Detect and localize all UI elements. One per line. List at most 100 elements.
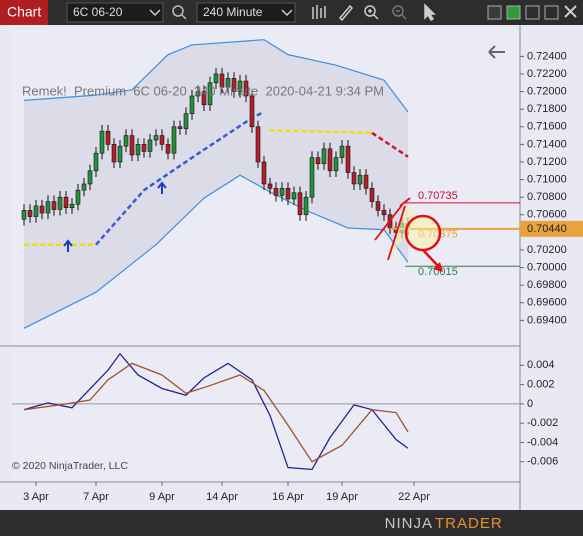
candle-body bbox=[87, 170, 93, 185]
tab-label: Chart bbox=[7, 4, 41, 20]
candle-body bbox=[33, 205, 39, 217]
y-tick-label: 0.69600 bbox=[527, 297, 567, 309]
window-button[interactable] bbox=[544, 5, 559, 20]
candle-body bbox=[339, 145, 345, 158]
x-tick-label: 22 Apr bbox=[398, 491, 430, 503]
candle-body bbox=[225, 78, 231, 88]
candle-body bbox=[201, 91, 207, 106]
candle-body bbox=[321, 148, 327, 165]
candle-body bbox=[357, 174, 363, 185]
candle-body bbox=[123, 135, 129, 147]
candle-body bbox=[117, 145, 123, 163]
search-icon-handle bbox=[181, 14, 187, 20]
candle-body bbox=[39, 205, 45, 214]
candle-body bbox=[261, 161, 267, 185]
candle-body bbox=[327, 148, 333, 172]
candle-body bbox=[189, 95, 195, 114]
interval-select[interactable] bbox=[196, 2, 296, 23]
indicator-line bbox=[23, 362, 409, 463]
x-tick-label: 19 Apr bbox=[326, 491, 358, 503]
candle-body bbox=[93, 152, 99, 172]
candle-body bbox=[111, 144, 117, 163]
x-tick-label: 7 Apr bbox=[83, 491, 109, 503]
candle-body bbox=[81, 183, 87, 191]
candle-body bbox=[309, 157, 315, 198]
back-arrow[interactable] bbox=[488, 45, 505, 59]
x-tick-label: 9 Apr bbox=[149, 491, 175, 503]
candle-body bbox=[135, 144, 141, 156]
y-tick-label: 0.72200 bbox=[527, 68, 567, 80]
level-label: 0.70735 bbox=[418, 190, 458, 202]
candle-body bbox=[375, 201, 381, 211]
candle-body bbox=[183, 113, 189, 129]
candle-body bbox=[363, 174, 369, 189]
candle-body bbox=[291, 192, 297, 200]
candle-body bbox=[273, 188, 279, 196]
candle-body bbox=[195, 91, 201, 97]
candle-body bbox=[141, 144, 147, 152]
y-tick-label: 0 bbox=[527, 398, 533, 410]
close-button[interactable] bbox=[564, 5, 577, 18]
y-tick-label: 0.70000 bbox=[527, 261, 567, 273]
candle-body bbox=[231, 78, 237, 92]
interval-label: 240 Minute bbox=[203, 5, 263, 19]
candle-body bbox=[105, 130, 111, 145]
window-button[interactable] bbox=[506, 5, 521, 20]
y-tick-label: 0.70600 bbox=[527, 209, 567, 221]
band-fill bbox=[24, 39, 408, 329]
chart-tab[interactable] bbox=[0, 0, 48, 25]
brand-ninja: NINJA bbox=[385, 515, 433, 532]
candle-body bbox=[345, 145, 351, 173]
candle-body bbox=[303, 196, 309, 216]
caret bbox=[149, 9, 161, 17]
candle-body bbox=[69, 203, 75, 209]
x-tick-label: 16 Apr bbox=[272, 491, 304, 503]
tool-icons[interactable] bbox=[312, 3, 436, 22]
candle-body bbox=[171, 126, 177, 154]
candle-body bbox=[21, 210, 27, 220]
candle-body bbox=[285, 188, 291, 200]
candle-body bbox=[177, 126, 183, 129]
candle-body bbox=[165, 144, 171, 154]
indicator-line bbox=[371, 131, 409, 158]
y-tick-label: 0.69800 bbox=[527, 279, 567, 291]
candle-body bbox=[147, 139, 153, 152]
y-tick-label: 0.71800 bbox=[527, 103, 567, 115]
y-tick-label: 0.71000 bbox=[527, 173, 567, 185]
current-price-box bbox=[520, 220, 583, 237]
signal-arrow bbox=[157, 181, 167, 194]
window-button[interactable] bbox=[487, 5, 502, 20]
candle-body bbox=[243, 80, 249, 97]
y-tick-label: 0.71200 bbox=[527, 156, 567, 168]
indicator-line bbox=[23, 39, 409, 113]
indicator-line bbox=[23, 352, 409, 471]
brand-trader: TRADER bbox=[435, 515, 503, 532]
drawing-circle bbox=[404, 214, 442, 252]
window-button[interactable] bbox=[525, 5, 540, 20]
chart-title: Remek! Premium 6C 06-20 240 Minute 2020-… bbox=[22, 83, 384, 98]
candle-body bbox=[315, 157, 321, 165]
drawing-triangle bbox=[390, 205, 418, 258]
current-price-label: 0.70440 bbox=[527, 223, 567, 235]
instrument-label: 6C 06-20 bbox=[73, 5, 123, 19]
candle-body bbox=[297, 192, 303, 216]
x-tick-label: 14 Apr bbox=[206, 491, 238, 503]
indicator-line bbox=[23, 174, 409, 329]
y-tick-label: -0.004 bbox=[527, 436, 558, 448]
candle-body bbox=[369, 188, 375, 202]
caret bbox=[281, 9, 293, 17]
search-icon[interactable] bbox=[172, 5, 184, 17]
candle-body bbox=[237, 80, 243, 92]
instrument-select[interactable] bbox=[66, 2, 164, 23]
candle-body bbox=[351, 172, 357, 185]
y-tick-label: 0.72000 bbox=[527, 85, 567, 97]
level-label: 0.70375 bbox=[418, 228, 458, 240]
candle-body bbox=[63, 196, 69, 209]
candle-body bbox=[249, 95, 255, 128]
candle-body bbox=[45, 201, 51, 214]
candle-body bbox=[129, 135, 135, 156]
footer bbox=[0, 510, 583, 536]
y-tick-label: 0.69400 bbox=[527, 314, 567, 326]
y-tick-label: 0.71400 bbox=[527, 138, 567, 150]
